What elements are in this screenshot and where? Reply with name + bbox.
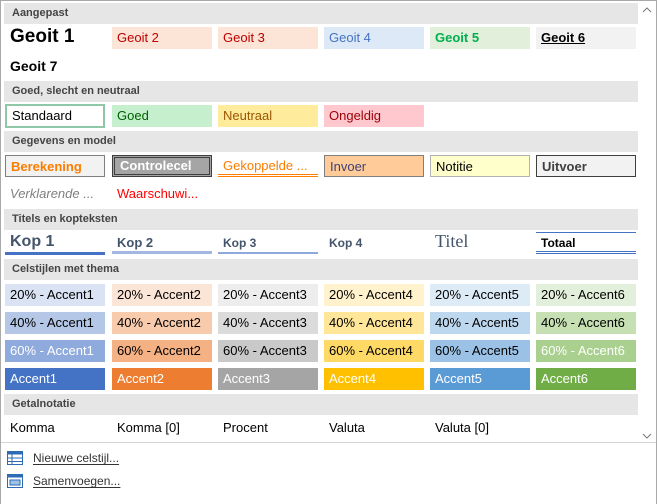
style-kop-3[interactable]: Kop 3: [218, 232, 318, 254]
style-controlecel[interactable]: Controlecel: [112, 155, 212, 177]
style-geoit-6[interactable]: Geoit 6: [536, 27, 636, 49]
scroll-down-icon[interactable]: [640, 429, 654, 443]
merge-styles-icon: [7, 474, 23, 488]
style-20-accent1[interactable]: 20% - Accent1: [5, 284, 105, 306]
style-40-accent1[interactable]: 40% - Accent1: [5, 312, 105, 334]
style-komma-0[interactable]: Komma [0]: [117, 420, 180, 435]
new-style-icon: [7, 451, 23, 465]
style-40-accent3[interactable]: 40% - Accent3: [218, 312, 318, 334]
style-standaard[interactable]: Standaard: [5, 104, 105, 128]
style-geoit-7[interactable]: Geoit 7: [10, 58, 58, 74]
style-60-accent1[interactable]: 60% - Accent1: [5, 340, 105, 362]
style-geoit-2[interactable]: Geoit 2: [112, 27, 212, 49]
style-accent3[interactable]: Accent3: [218, 368, 318, 390]
style-60-accent6[interactable]: 60% - Accent6: [536, 340, 636, 362]
style-geoit-3[interactable]: Geoit 3: [218, 27, 318, 49]
style-kop-2[interactable]: Kop 2: [112, 232, 212, 254]
style-20-accent5[interactable]: 20% - Accent5: [430, 284, 530, 306]
style-20-accent2[interactable]: 20% - Accent2: [112, 284, 212, 306]
style-60-accent2[interactable]: 60% - Accent2: [112, 340, 212, 362]
style-gekoppelde-cel[interactable]: Gekoppelde ...: [218, 155, 318, 177]
new-cell-style-label: Nieuwe celstijl...: [33, 451, 120, 465]
style-geoit-5[interactable]: Geoit 5: [430, 27, 530, 49]
style-geoit-4[interactable]: Geoit 4: [324, 27, 424, 49]
style-komma[interactable]: Komma: [10, 420, 55, 435]
style-verklarende-tekst[interactable]: Verklarende ...: [10, 186, 95, 201]
style-accent6[interactable]: Accent6: [536, 368, 636, 390]
style-40-accent6[interactable]: 40% - Accent6: [536, 312, 636, 334]
style-geoit-1[interactable]: Geoit 1: [10, 26, 75, 47]
style-60-accent5[interactable]: 60% - Accent5: [430, 340, 530, 362]
merge-styles-item[interactable]: Samenvoegen...: [7, 470, 120, 492]
style-20-accent6[interactable]: 20% - Accent6: [536, 284, 636, 306]
style-invoer[interactable]: Invoer: [324, 155, 424, 177]
merge-styles-label: Samenvoegen...: [33, 474, 121, 488]
style-accent1[interactable]: Accent1: [5, 368, 105, 390]
style-valuta[interactable]: Valuta: [329, 420, 365, 435]
style-notitie[interactable]: Notitie: [430, 155, 530, 177]
style-waarschuwingstekst[interactable]: Waarschuwi...: [117, 186, 199, 201]
style-accent4[interactable]: Accent4: [324, 368, 424, 390]
style-40-accent4[interactable]: 40% - Accent4: [324, 312, 424, 334]
section-header-goodbad: Goed, slecht en neutraal: [4, 81, 638, 102]
style-20-accent4[interactable]: 20% - Accent4: [324, 284, 424, 306]
style-titel[interactable]: Titel: [435, 231, 469, 251]
style-uitvoer[interactable]: Uitvoer: [536, 155, 636, 177]
style-60-accent4[interactable]: 60% - Accent4: [324, 340, 424, 362]
style-60-accent3[interactable]: 60% - Accent3: [218, 340, 318, 362]
scroll-up-icon[interactable]: [640, 3, 654, 17]
style-neutraal[interactable]: Neutraal: [218, 105, 318, 127]
style-goed[interactable]: Goed: [112, 105, 212, 127]
style-ongeldig[interactable]: Ongeldig: [324, 105, 424, 127]
section-header-data: Gegevens en model: [4, 131, 638, 152]
style-40-accent2[interactable]: 40% - Accent2: [112, 312, 212, 334]
section-header-number: Getalnotatie: [4, 394, 638, 415]
style-accent5[interactable]: Accent5: [430, 368, 530, 390]
style-kop-4[interactable]: Kop 4: [329, 236, 363, 250]
gallery-footer: Nieuwe celstijl... Samenvoegen...: [1, 442, 656, 504]
style-berekening[interactable]: Berekening: [5, 155, 105, 177]
style-20-accent3[interactable]: 20% - Accent3: [218, 284, 318, 306]
style-kop-1[interactable]: Kop 1: [5, 231, 105, 255]
gallery-scrollbar[interactable]: [640, 3, 654, 443]
style-procent[interactable]: Procent: [223, 420, 268, 435]
section-header-titles: Titels en kopteksten: [4, 209, 638, 230]
new-cell-style-item[interactable]: Nieuwe celstijl...: [7, 447, 119, 469]
style-accent2[interactable]: Accent2: [112, 368, 212, 390]
style-40-accent5[interactable]: 40% - Accent5: [430, 312, 530, 334]
section-header-themed: Celstijlen met thema: [4, 259, 638, 280]
style-totaal[interactable]: Totaal: [536, 232, 636, 254]
style-valuta-0[interactable]: Valuta [0]: [435, 420, 489, 435]
section-header-custom: Aangepast: [4, 3, 638, 24]
